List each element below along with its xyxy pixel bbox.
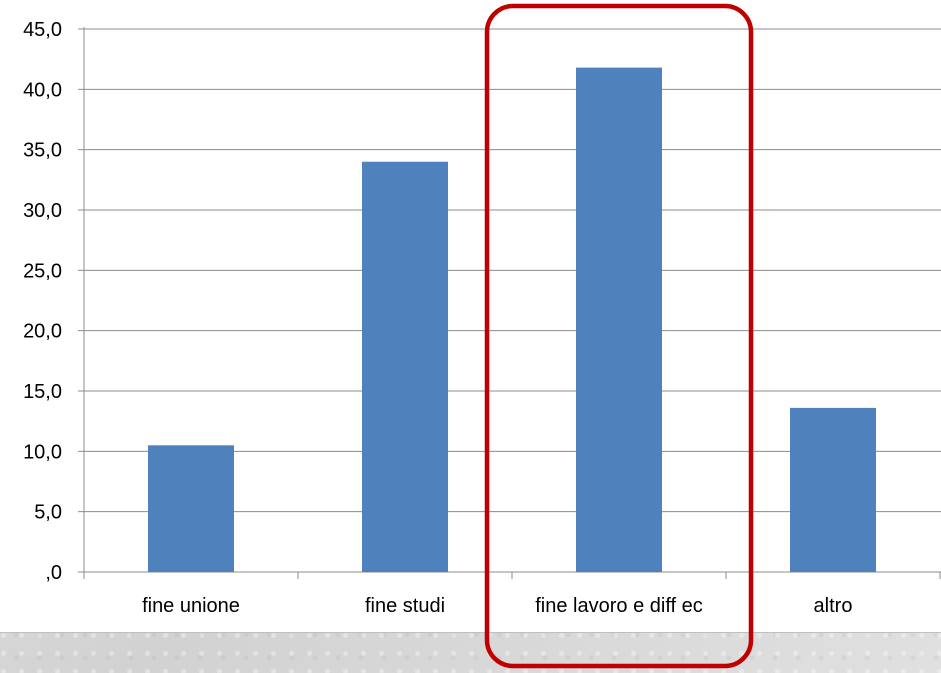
y-tick-label: 40,0 (23, 79, 62, 101)
chart-panel: ,0 5,0 10,0 15,0 20,0 25,0 30,0 35,0 40,0 45,0 fi… (0, 0, 941, 633)
x-tick-label: fine lavoro e diff ec (535, 595, 703, 617)
bar-fine-lavoro-e-diff-ec (576, 67, 662, 572)
y-tick-label: ,0 (45, 562, 62, 584)
bar-chart: ,0 5,0 10,0 15,0 20,0 25,0 30,0 35,0 40,0 45,0 fi… (23, 19, 941, 617)
y-tick-label: 45,0 (23, 19, 62, 41)
x-tick-label: fine unione (142, 595, 240, 617)
y-tick-label: 35,0 (23, 140, 62, 162)
y-tick-label: 10,0 (23, 441, 62, 463)
bar-altro (790, 407, 876, 572)
y-tick-label: 5,0 (34, 502, 62, 524)
y-tick-label: 15,0 (23, 381, 62, 403)
y-tick-label: 20,0 (23, 321, 62, 343)
y-tick-label: 30,0 (23, 200, 62, 222)
bar-fine-studi (362, 161, 448, 572)
bar-fine-unione (148, 445, 234, 572)
bars (148, 67, 876, 572)
x-axis-tick-labels: fine unione fine studi fine lavoro e diff … (142, 595, 852, 617)
x-tick-label: fine studi (365, 595, 445, 617)
x-tick-label: altro (814, 595, 853, 617)
y-axis-tick-labels: ,0 5,0 10,0 15,0 20,0 25,0 30,0 35,0 40,0 45,0 (23, 19, 62, 584)
y-tick-label: 25,0 (23, 260, 62, 282)
